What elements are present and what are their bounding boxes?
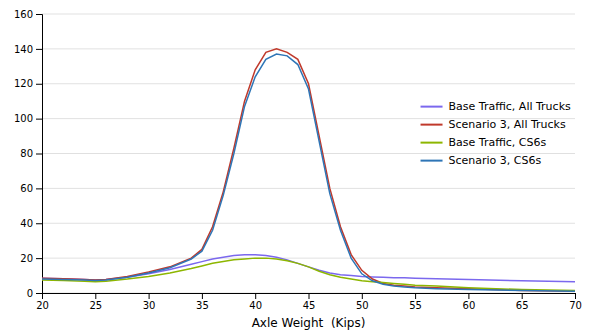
grid-line: [42, 258, 575, 259]
y-tick-mark: [36, 223, 42, 224]
y-tick-mark: [36, 188, 42, 189]
y-tick-label: 100: [14, 113, 33, 124]
legend-swatch: [421, 106, 443, 108]
series-line: [42, 54, 575, 291]
grid-line: [42, 48, 575, 49]
y-tick: 100: [14, 113, 42, 124]
x-tick-label: 25: [89, 300, 102, 311]
chart: 2025303540455055606570020406080100120140…: [0, 0, 591, 335]
x-tick: 70: [569, 293, 582, 311]
x-tick-mark: [362, 293, 363, 299]
x-tick-label: 20: [36, 300, 49, 311]
x-tick-mark: [95, 293, 96, 299]
y-tick-mark: [36, 84, 42, 85]
y-tick-label: 120: [14, 78, 33, 89]
x-tick-mark: [149, 293, 150, 299]
x-tick: 40: [249, 293, 262, 311]
y-tick: 160: [14, 9, 42, 20]
x-tick: 65: [516, 293, 529, 311]
x-tick: 20: [36, 293, 49, 311]
legend-label: Scenario 3, All Trucks: [449, 118, 566, 131]
y-tick: 20: [20, 253, 42, 264]
y-tick: 120: [14, 78, 42, 89]
x-tick-label: 50: [356, 300, 369, 311]
grid-line: [42, 223, 575, 224]
x-tick-label: 45: [303, 300, 316, 311]
y-tick-label: 160: [14, 9, 33, 20]
y-tick-label: 20: [20, 253, 33, 264]
y-tick: 60: [20, 183, 42, 194]
x-tick: 50: [356, 293, 369, 311]
y-tick-mark: [36, 258, 42, 259]
grid-line: [42, 14, 575, 15]
y-tick-label: 140: [14, 44, 33, 55]
x-tick-mark: [522, 293, 523, 299]
x-tick: 35: [196, 293, 209, 311]
x-tick-mark: [415, 293, 416, 299]
x-tick-label: 35: [196, 300, 209, 311]
y-tick-label: 80: [20, 148, 33, 159]
y-tick-mark: [36, 49, 42, 50]
y-tick-mark: [36, 14, 42, 15]
y-tick-label: 40: [20, 218, 33, 229]
y-tick-mark: [36, 293, 42, 294]
legend-item: Scenario 3, CS6s: [421, 154, 542, 167]
x-tick-label: 30: [143, 300, 156, 311]
legend-item: Base Traffic, CS6s: [421, 136, 547, 149]
x-tick-mark: [202, 293, 203, 299]
y-tick-mark: [36, 154, 42, 155]
series-line: [42, 258, 575, 290]
legend-swatch: [421, 142, 443, 144]
grid-line: [42, 188, 575, 189]
x-tick-label: 60: [463, 300, 476, 311]
x-tick: 30: [143, 293, 156, 311]
legend: Base Traffic, All Trucks Scenario 3, All …: [421, 100, 571, 167]
x-tick-mark: [468, 293, 469, 299]
y-tick: 140: [14, 44, 42, 55]
legend-swatch: [421, 124, 443, 126]
x-tick: 60: [463, 293, 476, 311]
y-tick-label: 60: [20, 183, 33, 194]
y-axis-line: [36, 15, 43, 294]
y-tick-mark: [36, 119, 42, 120]
legend-item: Scenario 3, All Trucks: [421, 118, 566, 131]
grid: [42, 14, 575, 293]
y-tick: 80: [20, 148, 42, 159]
x-tick: 55: [409, 293, 422, 311]
x-tick-label: 40: [249, 300, 262, 311]
y-tick: 40: [20, 218, 42, 229]
lines: [42, 49, 575, 291]
y-tick: 0: [27, 288, 42, 299]
legend-item: Base Traffic, All Trucks: [421, 100, 571, 113]
x-axis-title: Axle Weight (Kips): [252, 316, 366, 330]
y-tick-label: 0: [27, 288, 33, 299]
x-tick: 45: [303, 293, 316, 311]
plot-area: 2025303540455055606570020406080100120140…: [14, 9, 582, 330]
legend-label: Scenario 3, CS6s: [449, 154, 542, 167]
x-tick-mark: [575, 293, 576, 299]
y-axis: 0 20 40 60 80 100 120 140 160: [14, 9, 43, 299]
legend-swatch: [421, 160, 443, 162]
x-tick-label: 70: [569, 300, 582, 311]
x-tick-mark: [309, 293, 310, 299]
x-axis-line: [43, 294, 576, 300]
x-axis: 20 25 30 35 40 45 50 55 60 65 70: [36, 293, 582, 311]
legend-label: Base Traffic, CS6s: [449, 136, 547, 149]
series-line: [42, 49, 575, 291]
x-tick: 25: [89, 293, 102, 311]
x-tick-label: 65: [516, 300, 529, 311]
x-tick-label: 55: [409, 300, 422, 311]
legend-label: Base Traffic, All Trucks: [449, 100, 571, 113]
x-tick-mark: [255, 293, 256, 299]
